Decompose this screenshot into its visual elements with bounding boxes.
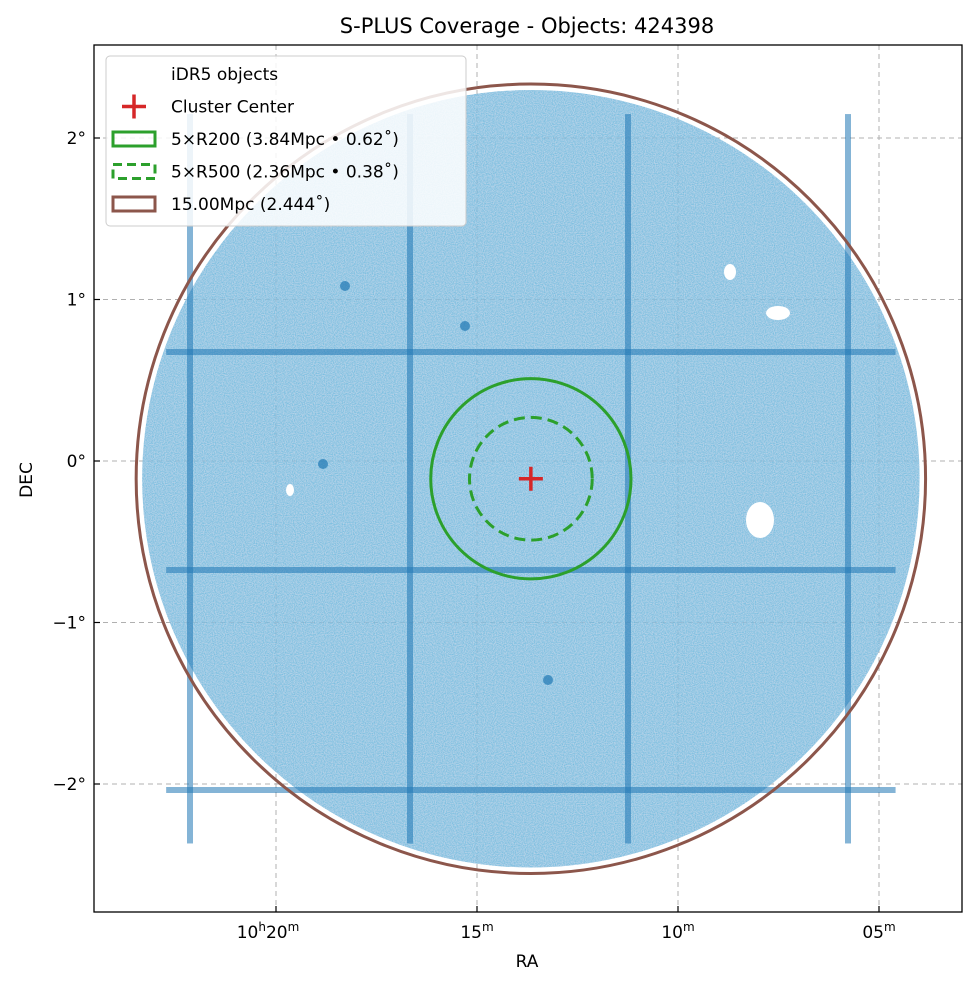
legend-marker-plus [122,94,146,119]
x-tick-label: 05m [862,920,895,943]
legend: iDR5 objects Cluster Center 5×R200 (3.84Mp… [105,55,467,227]
tile-overlap-stripe [166,787,896,793]
y-tick-label: −1° [52,614,86,634]
masked-region [766,306,790,320]
plot-frame [93,44,963,913]
tile-overlap-stripe [407,114,413,844]
x-tick-label: 15m [460,920,493,943]
legend-label: Cluster Center [171,98,294,118]
legend-marker-rect [111,195,157,213]
legend-label: iDR5 objects [171,65,278,85]
y-tick-label: 2° [67,129,86,149]
tile-overlap-stripe [166,567,896,573]
masked-region [724,264,736,280]
legend-label: 5×R500 (2.36Mpc • 0.38˚) [171,162,399,183]
masked-region [286,484,294,496]
x-axis-label: RA [516,952,539,972]
tile-overlap-stripe [187,114,193,844]
tile-overlap-stripe [625,114,631,844]
masked-region [746,502,774,538]
y-tick-label: 1° [67,291,86,311]
tile-overlap-stripe [166,349,896,355]
object-clump [460,321,470,331]
legend-marker-rect [111,163,157,180]
object-clump [543,675,553,685]
y-tick-label: 0° [67,452,86,472]
x-tick-label: 10m [661,920,694,943]
circle-15mpc [134,82,928,875]
tile-overlap-stripe [845,114,851,844]
x-tick-label: 10h20m [237,920,300,943]
legend-label: 5×R200 (3.84Mpc • 0.62˚) [171,129,399,150]
circle-r500 [467,415,594,542]
object-clump [318,459,328,469]
y-tick-label: −2° [52,775,86,795]
chart-title: S-PLUS Coverage - Objects: 424398 [340,14,714,38]
legend-box [105,55,467,227]
y-axis-label: DEC [17,462,37,498]
legend-marker-rect [111,130,157,148]
object-clump [340,281,350,291]
circle-r200 [429,377,633,581]
cluster-center-marker [518,466,543,491]
legend-label: 15.00Mpc (2.444˚) [171,194,330,215]
